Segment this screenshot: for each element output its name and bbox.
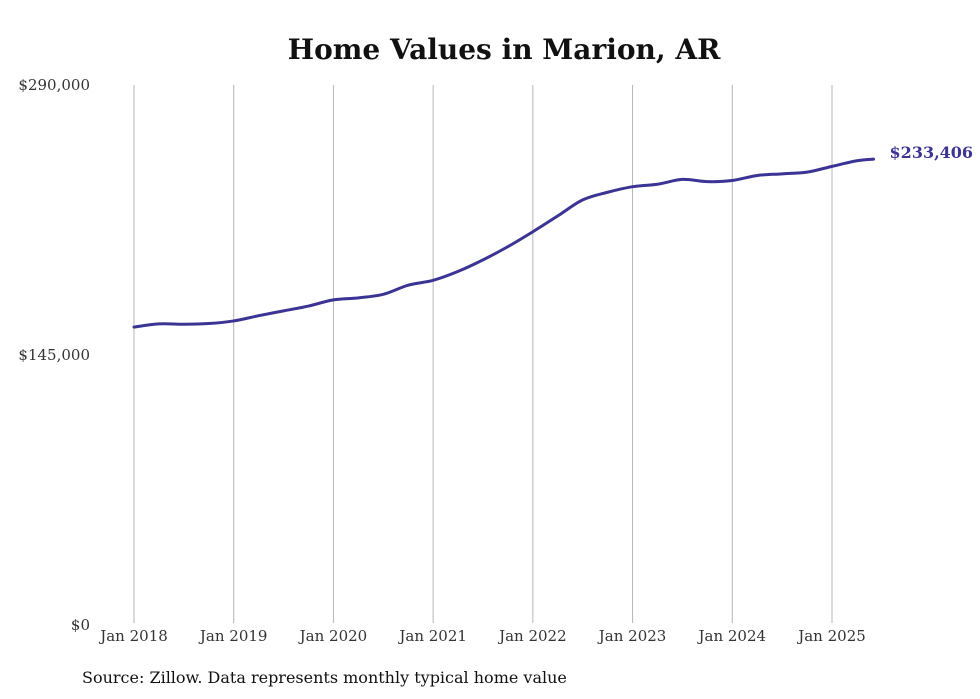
x-axis-ticks: Jan 2018 Jan 2019 Jan 2020 Jan 2021 Jan 2022… <box>98 627 866 645</box>
x-tick-label: Jan 2021 <box>397 627 467 645</box>
y-tick-label: $145,000 <box>18 346 90 364</box>
series-line-home-values <box>132 157 876 329</box>
x-tick-label: Jan 2025 <box>796 627 866 645</box>
chart-title: Home Values in Marion, AR <box>288 33 721 66</box>
gridlines <box>133 85 833 623</box>
x-tick-label: Jan 2022 <box>497 627 567 645</box>
y-axis-ticks: $0 $145,000 $290,000 <box>18 76 90 634</box>
x-tick-label: Jan 2020 <box>298 627 368 645</box>
x-tick-label: Jan 2024 <box>697 627 767 645</box>
x-tick-label: Jan 2019 <box>198 627 268 645</box>
x-tick-label: Jan 2018 <box>98 627 168 645</box>
source-note: Source: Zillow. Data represents monthly … <box>82 668 567 687</box>
end-value-label: $233,406 <box>890 143 974 162</box>
y-tick-label: $290,000 <box>18 76 90 94</box>
series-layer: $233,406 <box>132 143 974 329</box>
y-tick-label: $0 <box>71 616 90 634</box>
x-tick-label: Jan 2023 <box>597 627 667 645</box>
